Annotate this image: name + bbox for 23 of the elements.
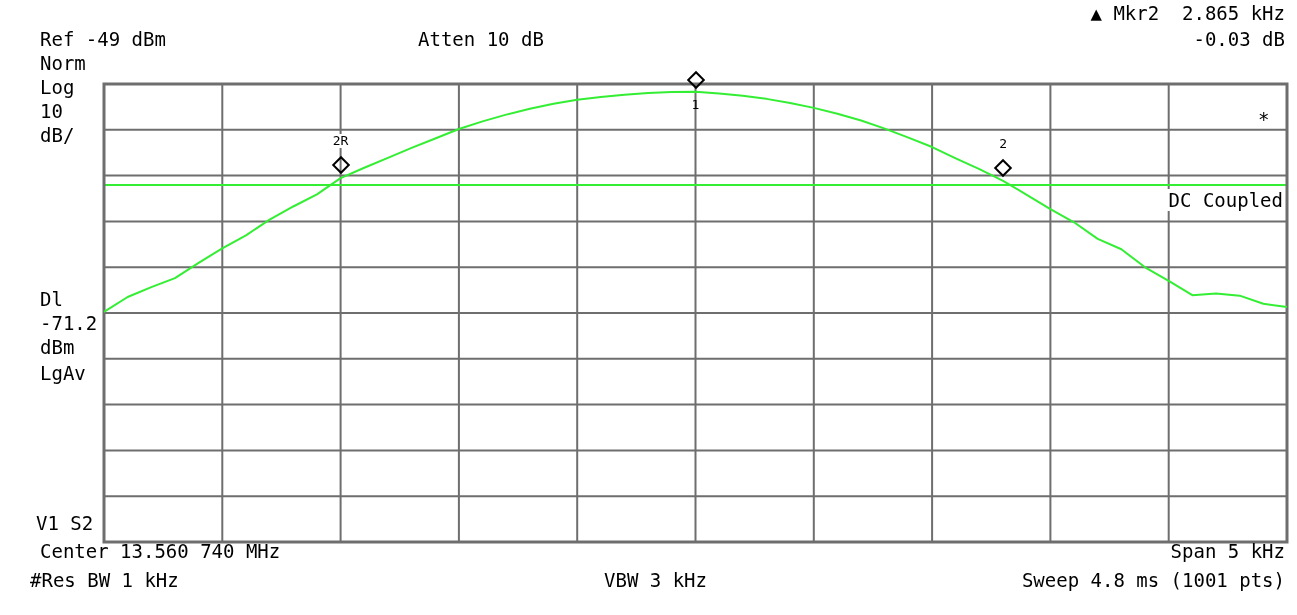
text: Atten 10 dB (418, 28, 544, 50)
text: -0.03 dB (1193, 28, 1285, 50)
text: Ref -49 dBm (40, 28, 166, 50)
text: VBW 3 kHz (604, 569, 707, 591)
annotation: DC Coupled (1166, 189, 1285, 211)
text: 10 (40, 100, 63, 122)
text: dB/ (40, 124, 75, 146)
text: #Res BW 1 kHz (30, 569, 179, 591)
text: ▲ Mkr2 2.865 kHz (1090, 2, 1285, 24)
annotation: 2 (997, 135, 1009, 151)
annotation: 1 (691, 96, 700, 112)
text: Dl (40, 288, 63, 310)
text: Log (40, 76, 75, 98)
text: V1 S2 (36, 512, 94, 534)
annotation: Span 5 kHz (1170, 540, 1285, 562)
annotation: * (1258, 108, 1270, 130)
annotation: Center 13.560 740 MHz (40, 540, 281, 562)
text: dBm (40, 336, 75, 358)
text: Sweep 4.8 ms (1001 pts) (1021, 569, 1285, 591)
text: -71.2 (40, 312, 98, 334)
text: Norm (40, 52, 86, 74)
text: LgAv (40, 362, 86, 384)
annotation: 2R (330, 133, 351, 149)
